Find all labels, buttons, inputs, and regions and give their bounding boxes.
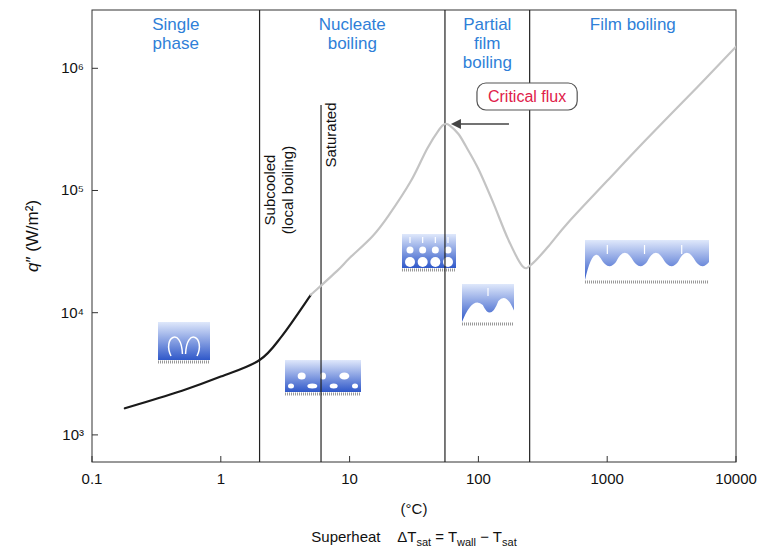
icon-bubble [432,247,439,254]
x-tick [607,456,608,462]
x-tick-label: 10 [341,470,358,487]
x-tick-label: 1000 [591,470,624,487]
icon-bubble [288,384,294,389]
region-label: Film boiling [590,15,676,34]
icon-bubble [430,257,440,267]
x-tick-label: 10000 [715,470,757,487]
icon-bubble [339,373,349,380]
x-axis-title-part: wall [456,536,476,548]
icon-arrow [447,237,448,243]
sub-region-label-line: (local boiling) [279,146,296,234]
x-tick [349,456,350,462]
y-tick [92,190,98,191]
icon-arrow [435,237,436,243]
x-tick [478,456,479,462]
y-axis-title: q″ (W/m²) [23,200,42,272]
y-tick [92,68,98,69]
icon-liquid [402,234,456,268]
icon-arrow [487,288,488,296]
x-axis-title-part: Superheat ΔT [311,528,416,545]
icon-liquid [585,240,709,280]
boiling-curve [125,295,311,408]
icon-flow [186,337,200,356]
icon-flow [169,337,183,356]
sub-region-label: Saturated [322,102,339,167]
region-label-line: phase [153,34,199,53]
region-label: Singlephase [152,15,199,53]
icon-liquid [285,360,361,392]
y-tick-label: 10⁴ [61,304,84,321]
y-tick-label: 10⁶ [61,59,84,76]
sub-region-label-line: Saturated [322,102,339,167]
icon-bubble [307,384,317,389]
schematic-icon [285,360,361,394]
annotation-arrowhead [451,119,461,129]
schematic-icon [402,234,456,270]
x-axis-title-part: sat [502,536,517,548]
icon-arrow [422,237,423,243]
icon-bubble [330,384,338,389]
icon-arrow [409,237,410,243]
icon-arrow [681,245,682,254]
icon-arrow [644,245,645,254]
x-axis-title-part: = T [431,528,457,545]
annotation-label: Critical flux [488,88,566,105]
chart: 0.1 1 10 100 1000 10000 10³ 10⁴ 10⁵ 10⁶ Singlephas… [0,0,764,556]
icon-wall [462,323,514,326]
x-axis-unit: (°C) [401,500,428,517]
icon-wall [402,269,456,272]
region-label: Partialfilmboiling [463,15,512,72]
region-label-line: Film boiling [590,15,676,34]
plot-frame [92,10,736,462]
region-label-line: Partial [463,15,511,34]
y-tick-label: 10³ [62,426,84,443]
y-tick [92,312,98,313]
sub-region-label: Subcooled(local boiling) [261,146,296,234]
region-label-line: film [474,34,500,53]
plot-area [125,10,736,462]
x-tick [92,456,93,462]
region-boundary [259,10,260,462]
icon-bubble [352,384,358,389]
region-label-line: boiling [463,53,512,72]
icon-bubble [418,257,428,267]
icon-bubble [419,247,426,254]
x-tick-label: 100 [466,470,491,487]
icon-bubble [407,247,414,254]
icon-wall [585,281,709,284]
icon-vapor [462,298,514,322]
sub-region-label-line: Subcooled [261,155,278,226]
region-label-line: boiling [328,34,377,53]
x-tick [220,456,221,462]
icon-arrow [607,245,608,254]
schematic-icon [462,284,514,324]
y-tick-label: 10⁵ [61,181,84,198]
icon-bubble [405,257,415,267]
icon-liquid [462,284,514,322]
schematic-icon [158,322,210,362]
x-axis-title-part: − T [476,528,502,545]
y-tick [92,434,98,435]
region-boundary [444,10,445,462]
icon-bubble [298,373,306,380]
region-label-line: Single [152,15,199,34]
x-tick-label: 1 [217,470,225,487]
annotation-arrow [459,123,509,124]
icon-wall [158,361,210,364]
schematic-icon [585,240,709,282]
x-axis-title: Superheat ΔTsat = Twall − Tsat [311,528,516,548]
boiling-curve [311,47,736,295]
region-label: Nucleateboiling [319,15,386,53]
x-tick [736,456,737,462]
icon-wall [285,393,361,396]
annotation-box [477,83,577,110]
icon-vapor [585,253,709,280]
region-boundary [529,10,530,462]
region-label-line: Nucleate [319,15,386,34]
x-axis-title-part: sat [416,536,431,548]
x-tick-label: 0.1 [82,470,103,487]
icon-liquid [158,322,210,360]
y-axis-title-part: ″ (W/m²) [23,200,42,263]
